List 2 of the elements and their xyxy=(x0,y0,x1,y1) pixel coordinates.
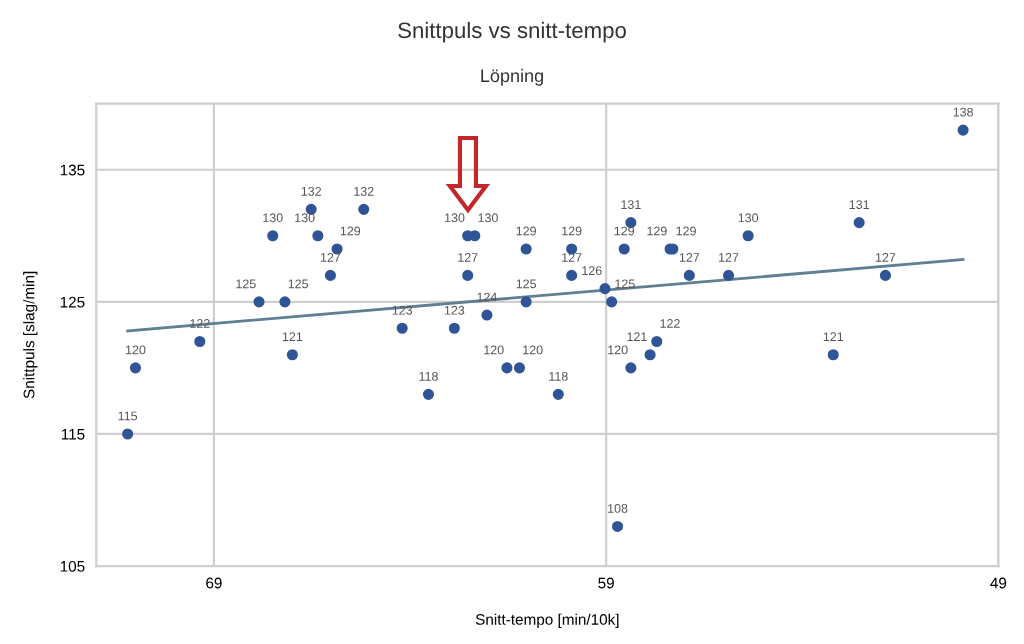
chart-subtitle: Löpning xyxy=(481,68,543,86)
chart-title: Snittpuls vs snitt-tempo xyxy=(398,21,626,43)
